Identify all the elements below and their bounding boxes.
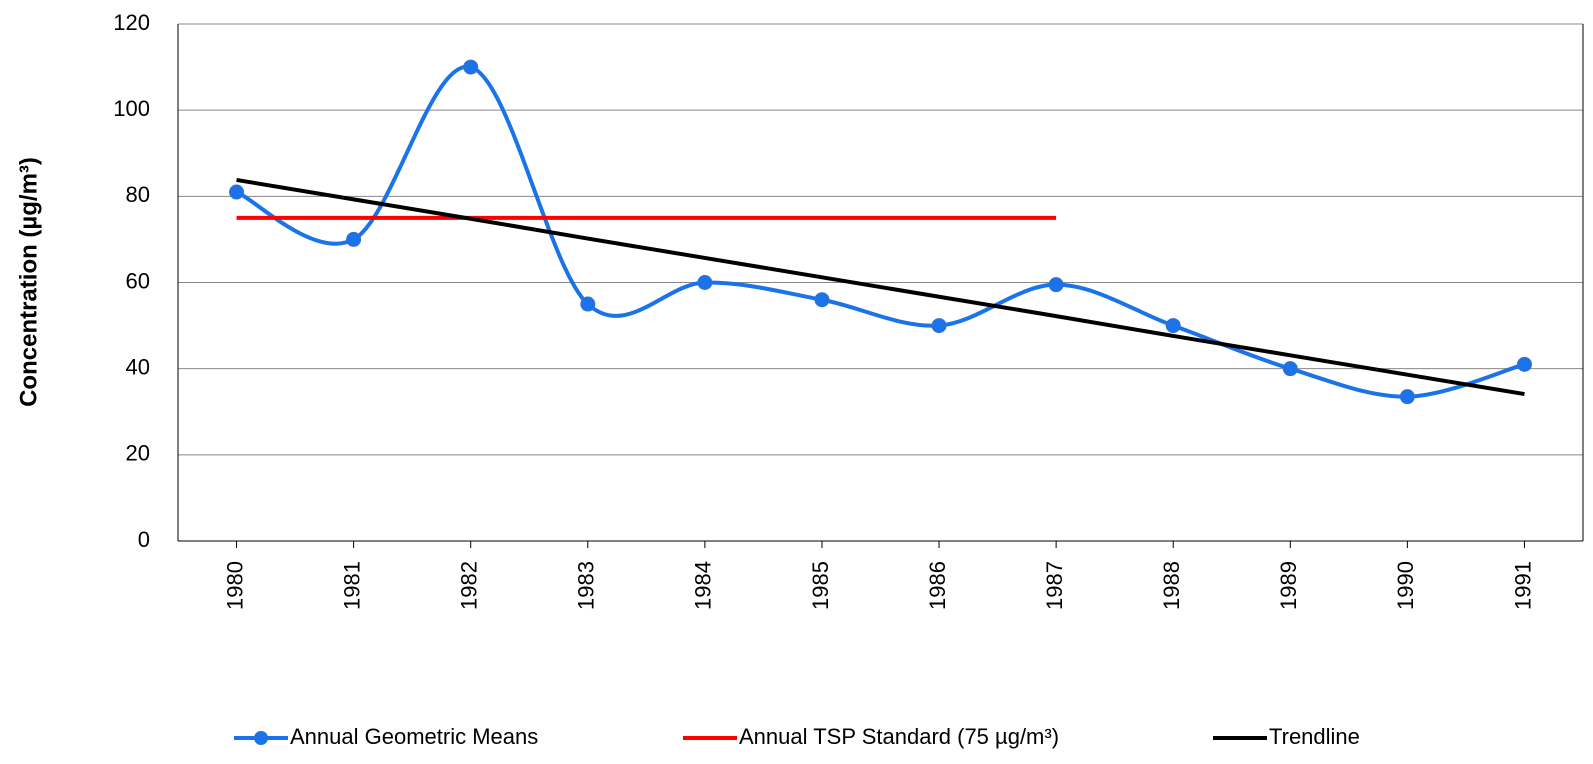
series-line — [235, 65, 1525, 399]
x-tick-label: 1981 — [339, 561, 364, 610]
data-point — [346, 231, 362, 247]
data-point — [697, 275, 713, 290]
x-tick-label: 1988 — [1159, 561, 1184, 610]
y-tick-label: 40 — [126, 354, 150, 379]
y-tick-label: 100 — [113, 96, 150, 121]
y-tick-label: 120 — [113, 10, 150, 35]
y-tick-label: 80 — [126, 182, 150, 207]
x-tick-label: 1991 — [1510, 561, 1535, 610]
data-point — [931, 318, 947, 334]
y-tick-label: 20 — [126, 441, 150, 466]
data-point — [1048, 277, 1064, 293]
legend-label: Trendline — [1269, 724, 1360, 749]
x-tick-label: 1980 — [222, 561, 247, 610]
y-tick-label: 60 — [126, 268, 150, 293]
data-point — [1516, 356, 1532, 372]
x-tick-label: 1983 — [574, 561, 599, 610]
data-point — [814, 292, 830, 308]
x-tick-label: 1986 — [925, 561, 950, 610]
x-tick-label: 1984 — [691, 561, 716, 610]
series-line — [236, 177, 1525, 397]
x-tick-label: 1985 — [808, 561, 833, 610]
data-point — [229, 184, 245, 200]
y-tick-label: 0 — [138, 527, 150, 552]
data-point — [580, 296, 596, 312]
legend-label: Annual TSP Standard (75 µg/m³) — [739, 724, 1059, 749]
data-point — [1282, 361, 1298, 377]
x-tick-label: 1989 — [1276, 561, 1301, 610]
legend-label: Annual Geometric Means — [290, 724, 538, 749]
x-tick-label: 1982 — [457, 561, 482, 610]
data-point — [1399, 389, 1415, 405]
data-point — [1165, 318, 1181, 334]
data-point — [463, 59, 479, 75]
x-tick-label: 1987 — [1042, 561, 1067, 610]
x-tick-label: 1990 — [1393, 561, 1418, 610]
legend-marker — [254, 731, 268, 745]
y-axis-label: Concentration (µg/m³) — [15, 157, 42, 407]
